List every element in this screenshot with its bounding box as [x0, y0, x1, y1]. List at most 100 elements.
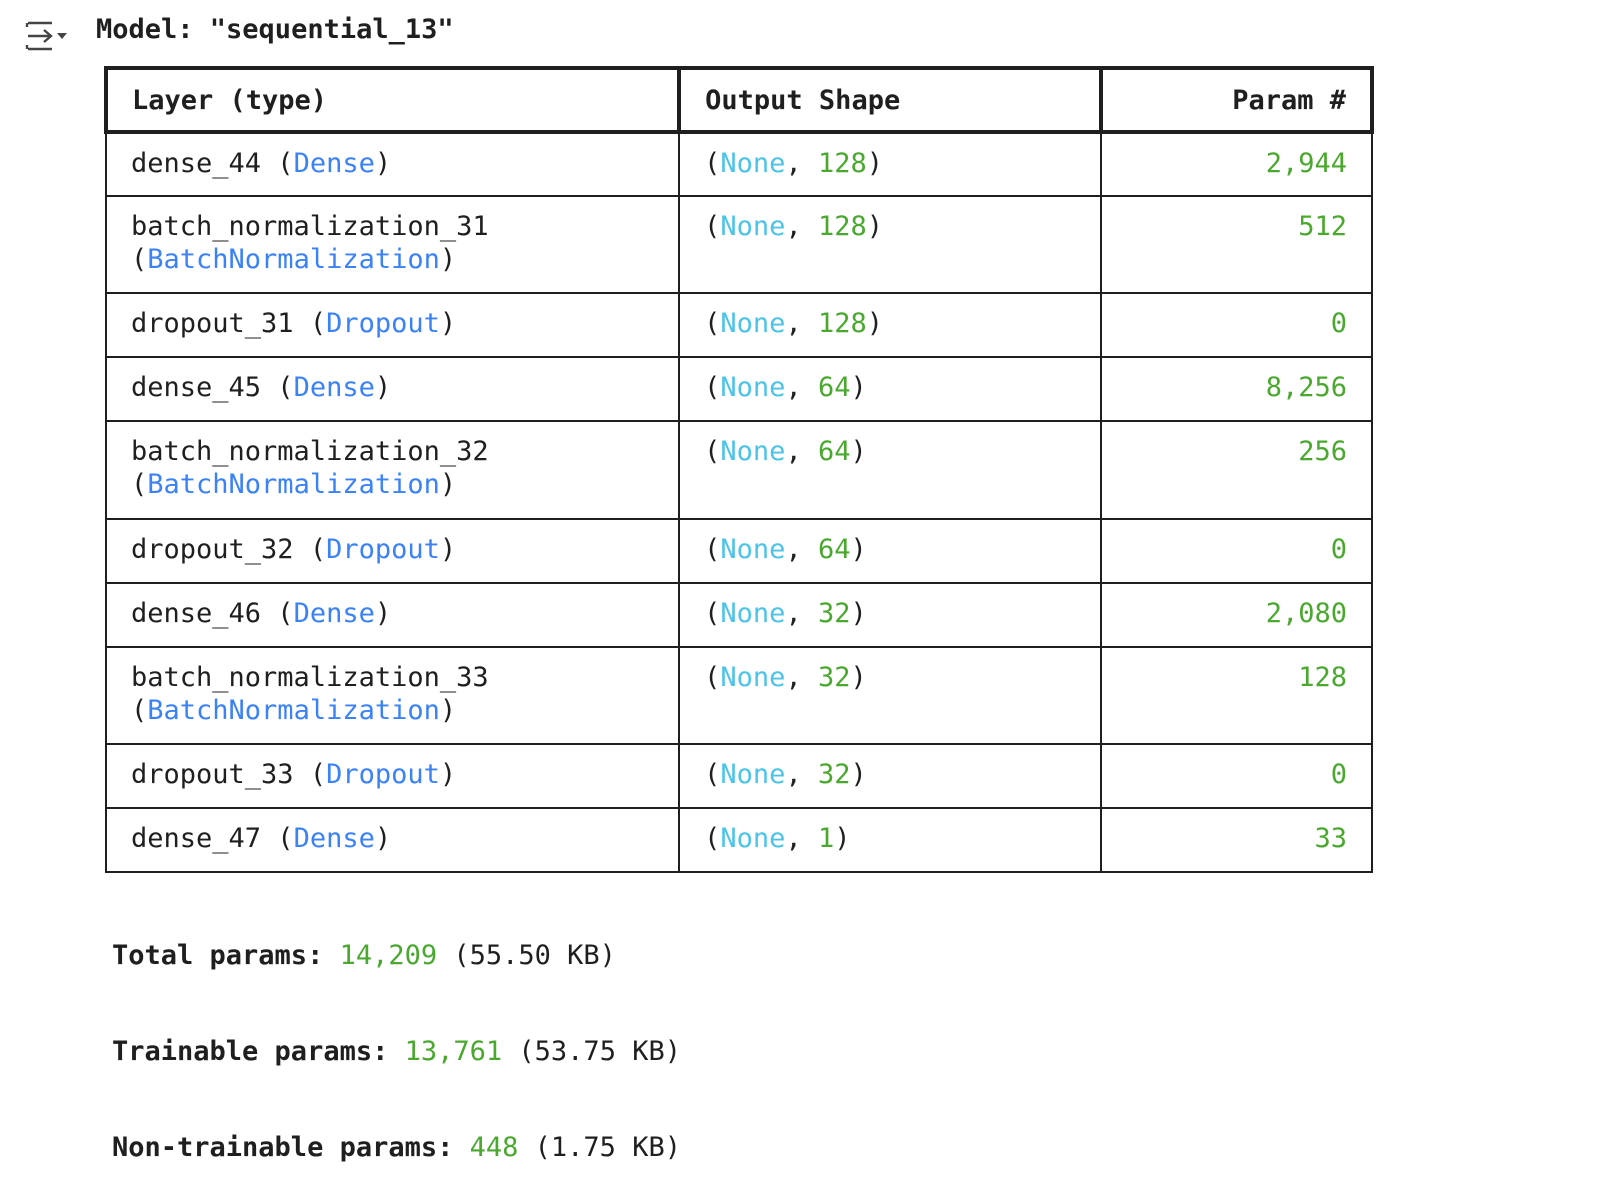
- trainable-params-label: Trainable params:: [112, 1036, 405, 1067]
- layer-cell: dense_47 (Dense): [104, 806, 681, 874]
- column-header-output-shape: Output Shape: [677, 66, 1104, 134]
- shape-units: 64: [817, 372, 851, 404]
- model-summary-table: Layer (type) Output Shape Param # dense_…: [103, 66, 1374, 874]
- layer-name: dropout_33: [131, 758, 294, 790]
- shape-units: 64: [817, 436, 851, 468]
- shape-batch-dim: None: [720, 436, 786, 468]
- shape-batch-dim: None: [720, 822, 786, 854]
- non-trainable-params-line: Non-trainable params: 448 (1.75 KB): [112, 1132, 681, 1164]
- layer-name: batch_normalization_31: [131, 211, 489, 243]
- param-count-cell: 256: [1100, 420, 1373, 520]
- layer-name: dropout_32: [131, 533, 294, 565]
- shape-units: 128: [817, 148, 867, 179]
- layer-cell: dropout_33 (Dropout): [104, 742, 681, 809]
- layer-cell: batch_normalization_33 (BatchNormalizati…: [104, 645, 681, 745]
- table-row: dense_46 (Dense) (None, 32) 2,080: [104, 581, 1373, 648]
- param-count-cell: 128: [1100, 645, 1373, 745]
- shape-units: 32: [817, 597, 851, 629]
- param-count: 256: [1298, 436, 1347, 468]
- layer-type: Dropout: [326, 758, 440, 790]
- trainable-params-count: 13,761: [404, 1036, 503, 1067]
- param-count: 33: [1314, 822, 1347, 854]
- param-count-cell: 0: [1100, 742, 1373, 809]
- output-shape-cell: (None, 64): [678, 420, 1103, 520]
- layer-name: batch_normalization_32: [131, 436, 489, 468]
- total-params-size: (55.50 KB): [437, 940, 616, 971]
- shape-units: 32: [817, 661, 851, 693]
- total-params-line: Total params: 14,209 (55.50 KB): [112, 940, 681, 972]
- table-row: dropout_33 (Dropout) (None, 32) 0: [104, 742, 1373, 809]
- layer-name: dense_46: [131, 597, 262, 629]
- shape-batch-dim: None: [720, 661, 786, 693]
- table-row: dropout_31 (Dropout) (None, 128) 0: [104, 292, 1373, 359]
- shape-units: 1: [817, 822, 835, 854]
- layer-type: Dropout: [326, 533, 440, 565]
- layer-cell: dropout_32 (Dropout): [104, 517, 681, 584]
- layer-type: Dense: [293, 822, 375, 854]
- non-trainable-params-count: 448: [469, 1132, 519, 1163]
- output-shape-cell: (None, 32): [678, 645, 1103, 745]
- param-count: 0: [1330, 758, 1347, 790]
- param-count: 2,080: [1265, 597, 1347, 629]
- shape-batch-dim: None: [720, 372, 786, 404]
- param-count: 2,944: [1265, 148, 1347, 179]
- layer-name: dense_45: [131, 372, 262, 404]
- output-shape-cell: (None, 128): [678, 195, 1103, 295]
- param-count-cell: 2,944: [1100, 130, 1373, 198]
- output-shape-cell: (None, 128): [678, 130, 1103, 198]
- table-row: batch_normalization_32 (BatchNormalizati…: [104, 420, 1373, 520]
- total-params-count: 14,209: [339, 940, 438, 971]
- table-row: dropout_32 (Dropout) (None, 64) 0: [104, 517, 1373, 584]
- param-count: 8,256: [1265, 372, 1347, 404]
- column-header-param-count: Param #: [1099, 66, 1374, 134]
- layer-cell: dense_44 (Dense): [104, 130, 681, 198]
- layer-cell: dense_46 (Dense): [104, 581, 681, 648]
- param-count: 512: [1298, 211, 1347, 243]
- layer-name: dense_44: [131, 148, 262, 179]
- trainable-params-line: Trainable params: 13,761 (53.75 KB): [112, 1036, 681, 1068]
- layer-type: BatchNormalization: [147, 694, 440, 726]
- non-trainable-params-size: (1.75 KB): [518, 1132, 681, 1163]
- shape-units: 128: [817, 211, 867, 243]
- layer-type: Dropout: [326, 308, 440, 340]
- table-row: dense_44 (Dense) (None, 128) 2,944: [104, 130, 1373, 198]
- param-count-cell: 2,080: [1100, 581, 1373, 648]
- shape-units: 64: [817, 533, 851, 565]
- output-shape-cell: (None, 1): [678, 806, 1103, 874]
- output-shape-cell: (None, 32): [678, 742, 1103, 809]
- trainable-params-size: (53.75 KB): [502, 1036, 681, 1067]
- layer-name: batch_normalization_33: [131, 661, 489, 693]
- output-shape-cell: (None, 64): [678, 356, 1103, 423]
- layer-name: dropout_31: [131, 308, 294, 340]
- layer-type: Dense: [293, 148, 375, 179]
- shape-units: 128: [817, 308, 867, 340]
- layer-type: BatchNormalization: [147, 469, 440, 501]
- shape-batch-dim: None: [720, 148, 786, 179]
- output-shape-cell: (None, 64): [678, 517, 1103, 584]
- table-row: dense_47 (Dense) (None, 1) 33: [104, 806, 1373, 874]
- model-title: Model: "sequential_13": [96, 14, 454, 45]
- param-count-cell: 0: [1100, 517, 1373, 584]
- shape-units: 32: [817, 758, 851, 790]
- layer-type: BatchNormalization: [147, 244, 440, 276]
- layer-type: Dense: [293, 372, 375, 404]
- param-count-cell: 0: [1100, 292, 1373, 359]
- table-row: batch_normalization_31 (BatchNormalizati…: [104, 195, 1373, 295]
- layer-cell: batch_normalization_32 (BatchNormalizati…: [104, 420, 681, 520]
- collapse-output-icon-svg: [25, 21, 67, 51]
- param-count: 128: [1298, 661, 1347, 693]
- table-row: batch_normalization_33 (BatchNormalizati…: [104, 645, 1373, 745]
- output-shape-cell: (None, 32): [678, 581, 1103, 648]
- param-count: 0: [1330, 308, 1347, 340]
- layer-name: dense_47: [131, 822, 262, 854]
- output-shape-cell: (None, 128): [678, 292, 1103, 359]
- column-header-layer-type: Layer (type): [103, 66, 682, 134]
- non-trainable-params-label: Non-trainable params:: [112, 1132, 470, 1163]
- params-summary: Total params: 14,209 (55.50 KB) Trainabl…: [112, 876, 681, 1196]
- layer-cell: batch_normalization_31 (BatchNormalizati…: [104, 195, 681, 295]
- layer-cell: dense_45 (Dense): [104, 356, 681, 423]
- collapse-output-icon[interactable]: [22, 16, 70, 56]
- table-row: dense_45 (Dense) (None, 64) 8,256: [104, 356, 1373, 423]
- shape-batch-dim: None: [720, 758, 786, 790]
- param-count-cell: 33: [1100, 806, 1373, 874]
